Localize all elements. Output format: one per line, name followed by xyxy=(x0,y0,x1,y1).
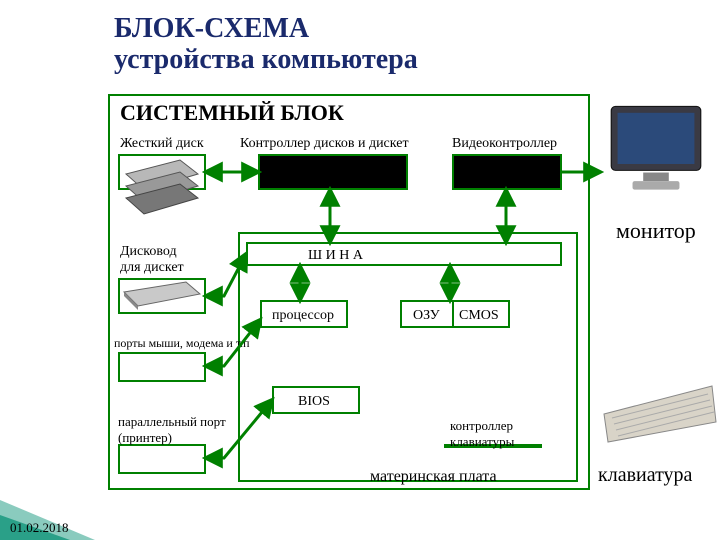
hdd-label: Жесткий диск xyxy=(120,136,204,152)
ports-box xyxy=(118,352,206,382)
bus-box xyxy=(246,242,562,266)
cmos-label: CMOS xyxy=(459,308,499,324)
parport-box xyxy=(118,444,206,474)
page-title: БЛОК-СХЕМА устройства компьютера xyxy=(114,14,418,76)
cpu-label: процессор xyxy=(272,308,334,324)
bus-label: Ш И Н А xyxy=(308,248,363,264)
parport-label: параллельный порт (принтер) xyxy=(118,414,226,446)
floppy-label: Дисковод для дискет xyxy=(120,244,184,276)
bios-label: BIOS xyxy=(298,394,330,410)
floppy-image xyxy=(120,280,204,312)
section-title: СИСТЕМНЫЙ БЛОК xyxy=(120,100,344,126)
date-label: 01.02.2018 xyxy=(10,520,69,536)
diskctrl-label: Контроллер дисков и дискет xyxy=(240,136,409,152)
hdd-image xyxy=(120,156,204,216)
videoctrl-box xyxy=(452,154,562,190)
ram-label: ОЗУ xyxy=(413,308,440,324)
monitor-label: монитор xyxy=(616,218,696,244)
mb-label: материнская плата xyxy=(370,468,497,486)
diskctrl-box xyxy=(258,154,408,190)
kbdctrl-label: контроллер клавиатуры xyxy=(450,418,514,450)
keyboard-image xyxy=(598,374,718,444)
videoctrl-label: Видеоконтроллер xyxy=(452,136,557,152)
keyboard-label: клавиатура xyxy=(598,464,692,487)
monitor-image xyxy=(602,100,710,196)
ramcmos-divider xyxy=(452,300,454,328)
ports-label: порты мыши, модема и т.п xyxy=(114,336,250,351)
